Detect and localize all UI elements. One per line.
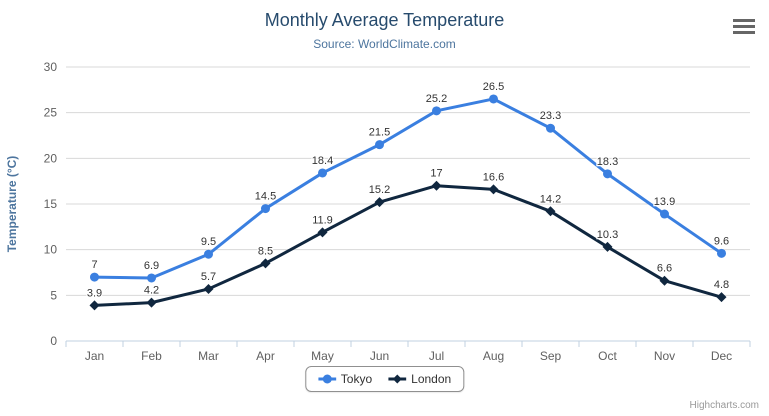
data-label-tokyo: 18.3: [597, 156, 618, 168]
diamond-marker-icon: [388, 374, 407, 384]
data-point-london[interactable]: [317, 227, 328, 238]
data-point-london[interactable]: [260, 258, 271, 269]
data-label-tokyo: 25.2: [426, 93, 447, 105]
x-axis-tick-label: Sep: [540, 349, 562, 363]
data-point-tokyo[interactable]: [717, 248, 726, 258]
data-label-london: 11.9: [312, 214, 333, 226]
legend-label: London: [411, 372, 452, 386]
x-axis-tick-label: Nov: [654, 349, 675, 363]
x-axis-tick-label: Feb: [141, 349, 162, 363]
data-label-london: 14.2: [540, 193, 561, 205]
chart-title: Monthly Average Temperature: [264, 10, 505, 30]
data-point-tokyo[interactable]: [147, 273, 156, 283]
data-label-london: 10.3: [597, 229, 618, 241]
chart-subtitle: Source: WorldClimate.com: [313, 37, 456, 51]
data-label-tokyo: 23.3: [540, 110, 561, 122]
data-point-tokyo[interactable]: [90, 272, 99, 282]
data-point-tokyo[interactable]: [489, 94, 498, 104]
x-axis-tick-label: Jan: [85, 349, 104, 363]
data-label-tokyo: 9.6: [714, 235, 729, 247]
data-point-tokyo[interactable]: [432, 106, 441, 116]
x-axis-tick-label: Apr: [256, 349, 275, 363]
data-point-london[interactable]: [659, 275, 670, 286]
legend-item-tokyo[interactable]: Tokyo: [317, 372, 373, 386]
data-point-london[interactable]: [488, 184, 499, 195]
series-line-london[interactable]: [93, 184, 723, 307]
y-axis-tick-label: 5: [50, 288, 57, 302]
x-axis-tick-label: Mar: [198, 349, 219, 363]
data-label-tokyo: 13.9: [654, 196, 675, 208]
data-point-tokyo[interactable]: [318, 168, 327, 178]
circle-marker-icon: [317, 374, 336, 384]
legend-item-london[interactable]: London: [388, 372, 451, 386]
series-line-tokyo[interactable]: [93, 97, 723, 280]
data-point-tokyo[interactable]: [261, 204, 270, 214]
data-label-tokyo: 7: [91, 259, 97, 271]
data-label-tokyo: 21.5: [369, 127, 390, 139]
data-label-london: 4.2: [144, 285, 159, 297]
data-point-london[interactable]: [716, 292, 727, 303]
data-label-london: 8.5: [258, 245, 273, 257]
y-axis-tick-label: 0: [50, 334, 57, 348]
data-point-london[interactable]: [203, 283, 214, 294]
data-label-london: 5.7: [201, 271, 216, 283]
y-axis-tick-label: 15: [44, 197, 58, 211]
data-label-tokyo: 18.4: [312, 155, 333, 167]
data-label-tokyo: 9.5: [201, 236, 216, 248]
data-point-tokyo[interactable]: [546, 123, 555, 133]
data-label-london: 15.2: [369, 184, 390, 196]
x-axis-tick-label: Oct: [598, 349, 617, 363]
data-label-tokyo: 14.5: [255, 191, 276, 203]
data-point-london[interactable]: [89, 300, 100, 311]
y-axis-tick-label: 25: [44, 106, 58, 120]
data-label-tokyo: 6.9: [144, 260, 159, 272]
data-label-london: 6.6: [657, 263, 672, 275]
data-point-tokyo[interactable]: [204, 249, 213, 259]
data-point-tokyo[interactable]: [603, 169, 612, 179]
legend: Tokyo London: [304, 366, 465, 392]
data-label-tokyo: 26.5: [483, 81, 504, 93]
data-point-london[interactable]: [146, 297, 157, 308]
x-axis-tick-label: Jul: [429, 349, 444, 363]
data-point-london[interactable]: [431, 180, 442, 191]
x-axis-tick-label: May: [311, 349, 334, 363]
y-axis-tick-label: 20: [44, 151, 58, 165]
x-axis-tick-label: Dec: [711, 349, 732, 363]
hamburger-icon: [733, 19, 755, 34]
data-point-london[interactable]: [545, 206, 556, 217]
data-point-london[interactable]: [602, 241, 613, 252]
x-axis-tick-label: Aug: [483, 349, 504, 363]
x-axis-tick-label: Jun: [370, 349, 389, 363]
legend-label: Tokyo: [340, 372, 373, 386]
data-point-tokyo[interactable]: [375, 140, 384, 150]
y-axis-title: Temperature (°C): [5, 156, 19, 253]
y-axis-tick-label: 30: [44, 60, 58, 74]
highcharts-credit[interactable]: Highcharts.com: [689, 400, 759, 411]
export-menu-button[interactable]: [731, 17, 757, 36]
data-label-london: 3.9: [87, 287, 102, 299]
data-label-london: 4.8: [714, 279, 729, 291]
data-point-london[interactable]: [374, 197, 385, 208]
y-axis-tick-label: 10: [44, 243, 58, 257]
data-label-london: 16.6: [483, 171, 504, 183]
data-point-tokyo[interactable]: [660, 209, 669, 219]
data-label-london: 17: [430, 168, 442, 180]
